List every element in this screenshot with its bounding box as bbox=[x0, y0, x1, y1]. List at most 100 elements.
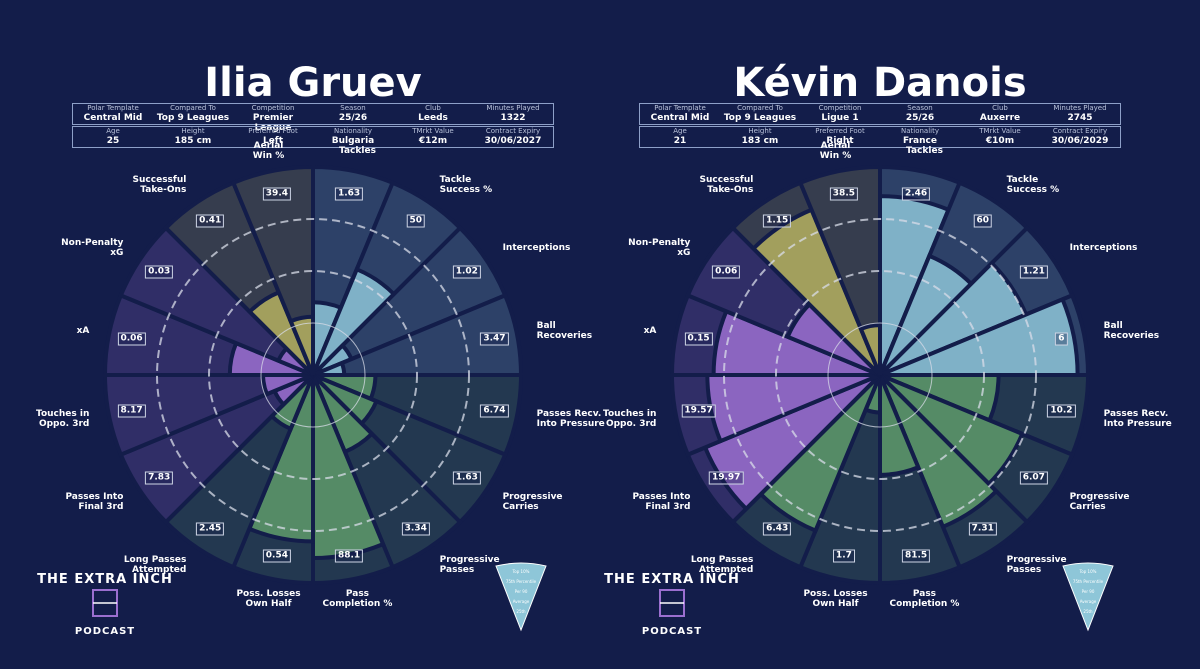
legend-text: Average bbox=[1079, 599, 1097, 604]
info-label: Age bbox=[106, 127, 120, 135]
info-value: 21 bbox=[673, 136, 687, 146]
info-cell: Height 185 cm bbox=[153, 127, 233, 147]
info-cell: Polar Template Central Mid bbox=[73, 104, 153, 124]
info-label: Contract Expiry bbox=[1052, 127, 1108, 135]
info-label: Nationality bbox=[900, 127, 939, 135]
stat-label: 0.06 bbox=[117, 332, 146, 346]
info-label: Season bbox=[907, 104, 933, 112]
stat-label: 10.2 bbox=[1047, 404, 1076, 418]
category-label: Progressive Passes bbox=[439, 554, 500, 575]
stat-label: 3.34 bbox=[401, 522, 430, 536]
info-label: TMrkt Value bbox=[412, 127, 454, 135]
stat-label: 7.83 bbox=[145, 471, 174, 485]
stat-label: 7.31 bbox=[968, 522, 997, 536]
category-label: Poss. Losses Own Half bbox=[803, 588, 868, 609]
info-cell: TMrkt Value €10m bbox=[960, 127, 1040, 147]
category-label: Tackles bbox=[906, 146, 943, 157]
category-label: Successful Take-Ons bbox=[699, 175, 754, 196]
info-cell: Nationality Bulgaria bbox=[313, 127, 393, 147]
info-value: 30/06/2027 bbox=[484, 136, 542, 146]
stat-label: 1.63 bbox=[452, 471, 481, 485]
info-cell: Season 25/26 bbox=[880, 104, 960, 124]
category-label: xA bbox=[76, 325, 90, 336]
info-value: France bbox=[903, 136, 937, 146]
info-value: Premier League bbox=[252, 113, 294, 133]
info-value: Top 9 Leagues bbox=[723, 113, 797, 123]
category-label: Touches in Oppo. 3rd bbox=[603, 409, 657, 430]
logo-text: PODCAST bbox=[74, 626, 136, 637]
info-label: Preferred Foot bbox=[815, 127, 865, 135]
info-cell: Minutes Played 2745 bbox=[1040, 104, 1120, 124]
info-value: €10m bbox=[985, 136, 1015, 146]
slice-bar bbox=[288, 314, 315, 376]
category-label: Passes Into Final 3rd bbox=[632, 491, 691, 512]
ring bbox=[156, 218, 470, 532]
info-label: Minutes Played bbox=[486, 104, 540, 112]
info-cell: Compared To Top 9 Leagues bbox=[720, 104, 800, 124]
player-title: Kévin Danois bbox=[733, 60, 1027, 106]
category-label: Aerial Win % bbox=[252, 141, 285, 162]
ring bbox=[775, 270, 985, 480]
category-label: Pass Completion % bbox=[889, 588, 960, 609]
category-label: Non-Penalty xG bbox=[628, 238, 691, 259]
info-value: €12m bbox=[418, 136, 448, 146]
info-value: Left bbox=[262, 136, 284, 146]
legend-text: Top 10% bbox=[1079, 569, 1097, 574]
ring bbox=[723, 218, 1037, 532]
logo-text: PODCAST bbox=[641, 626, 703, 637]
category-label: Ball Recoveries bbox=[536, 320, 593, 341]
stat-label: 39.4 bbox=[262, 187, 292, 201]
info-value: Right bbox=[826, 136, 854, 146]
stat-label: 1.7 bbox=[832, 549, 855, 563]
info-value: Central Mid bbox=[83, 113, 143, 123]
category-label: Non-Penalty xG bbox=[61, 238, 124, 259]
info-cell: Season 25/26 bbox=[313, 104, 393, 124]
stat-label: 6.43 bbox=[763, 522, 792, 536]
info-value: 185 cm bbox=[174, 136, 212, 146]
info-label: Club bbox=[992, 104, 1008, 112]
stat-label: 2.45 bbox=[196, 522, 225, 536]
category-label: Progressive Passes bbox=[1006, 554, 1067, 575]
info-value: Central Mid bbox=[650, 113, 710, 123]
legend-text: 75th Percentile bbox=[505, 579, 537, 584]
info-label: Competition bbox=[251, 104, 295, 112]
stat-label: 0.15 bbox=[684, 332, 713, 346]
info-label: Height bbox=[748, 127, 772, 135]
legend-text: Top 10% bbox=[512, 569, 530, 574]
info-cell: Preferred Foot Left bbox=[233, 127, 313, 147]
stat-label: 19.97 bbox=[708, 471, 744, 485]
category-label: Pass Completion % bbox=[322, 588, 393, 609]
info-cell: Club Auxerre bbox=[960, 104, 1040, 124]
stat-label: 6 bbox=[1055, 332, 1068, 346]
player-title: Ilia Gruev bbox=[204, 60, 422, 106]
info-label: Compared To bbox=[170, 104, 216, 112]
info-value: 25/26 bbox=[905, 113, 935, 123]
category-label: Tackles bbox=[339, 146, 376, 157]
info-label: Season bbox=[340, 104, 366, 112]
info-value: 25/26 bbox=[338, 113, 368, 123]
info-cell: Contract Expiry 30/06/2027 bbox=[473, 127, 553, 147]
info-row: Age 21 Height 183 cm Preferred Foot Right Nati… bbox=[639, 126, 1121, 148]
info-label: Height bbox=[181, 127, 205, 135]
logo-text: THE EXTRA INCH bbox=[604, 572, 740, 587]
stat-label: 19.57 bbox=[681, 404, 716, 418]
stat-label: 0.41 bbox=[196, 214, 225, 228]
legend-text: Per 90 bbox=[1081, 589, 1095, 594]
slice-bar bbox=[858, 323, 882, 376]
info-value: Top 9 Leagues bbox=[156, 113, 230, 123]
info-cell: Compared To Top 9 Leagues bbox=[153, 104, 233, 124]
info-label: Polar Template bbox=[87, 104, 139, 112]
info-cell: Club Leeds bbox=[393, 104, 473, 124]
legend-text: Average bbox=[512, 599, 530, 604]
info-cell: Age 25 bbox=[73, 127, 153, 147]
legend-wedge bbox=[495, 562, 547, 632]
stat-label: 6.07 bbox=[1019, 471, 1048, 485]
info-value: 1322 bbox=[500, 113, 526, 123]
info-label: TMrkt Value bbox=[979, 127, 1021, 135]
legend-text: 25th bbox=[1083, 609, 1093, 614]
logo-text: THE EXTRA INCH bbox=[37, 572, 173, 587]
info-label: Nationality bbox=[333, 127, 372, 135]
info-value: Leeds bbox=[418, 113, 448, 123]
